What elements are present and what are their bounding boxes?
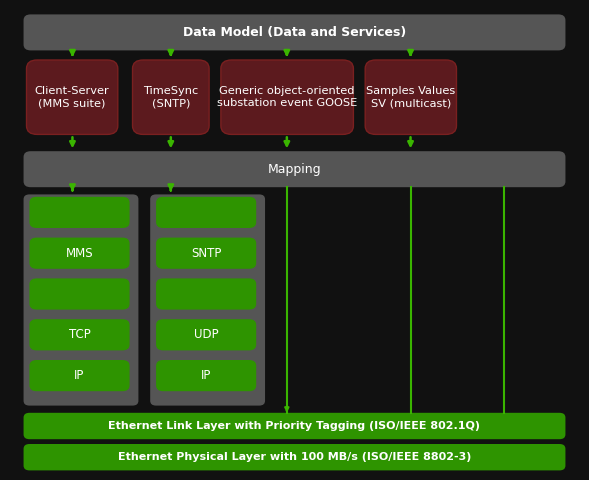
Text: IP: IP (201, 369, 211, 382)
Text: Generic object-oriented
substation event GOOSE: Generic object-oriented substation event… (217, 86, 358, 108)
Text: IP: IP (74, 369, 85, 382)
FancyBboxPatch shape (29, 278, 130, 310)
Text: TCP: TCP (69, 328, 90, 341)
FancyBboxPatch shape (133, 60, 209, 134)
FancyBboxPatch shape (24, 14, 565, 50)
FancyBboxPatch shape (156, 360, 256, 391)
FancyBboxPatch shape (27, 60, 118, 134)
FancyBboxPatch shape (24, 413, 565, 439)
FancyBboxPatch shape (24, 194, 138, 406)
Text: Samples Values
SV (multicast): Samples Values SV (multicast) (366, 86, 455, 108)
FancyBboxPatch shape (156, 197, 256, 228)
Text: SNTP: SNTP (191, 247, 221, 260)
FancyBboxPatch shape (29, 197, 130, 228)
Text: Ethernet Link Layer with Priority Tagging (ISO/IEEE 802.1Q): Ethernet Link Layer with Priority Taggin… (108, 421, 481, 431)
FancyBboxPatch shape (29, 319, 130, 350)
FancyBboxPatch shape (156, 319, 256, 350)
FancyBboxPatch shape (156, 238, 256, 269)
Text: Client-Server
(MMS suite): Client-Server (MMS suite) (35, 86, 110, 108)
Text: TimeSync
(SNTP): TimeSync (SNTP) (143, 86, 198, 108)
FancyBboxPatch shape (365, 60, 456, 134)
FancyBboxPatch shape (150, 194, 265, 406)
FancyBboxPatch shape (24, 444, 565, 470)
FancyBboxPatch shape (29, 360, 130, 391)
FancyBboxPatch shape (24, 151, 565, 187)
Text: UDP: UDP (194, 328, 219, 341)
Text: Ethernet Physical Layer with 100 MB/s (ISO/IEEE 8802-3): Ethernet Physical Layer with 100 MB/s (I… (118, 452, 471, 462)
Text: Mapping: Mapping (267, 163, 322, 176)
FancyBboxPatch shape (29, 238, 130, 269)
Text: MMS: MMS (66, 247, 93, 260)
FancyBboxPatch shape (221, 60, 353, 134)
Text: Data Model (Data and Services): Data Model (Data and Services) (183, 26, 406, 39)
FancyBboxPatch shape (156, 278, 256, 310)
